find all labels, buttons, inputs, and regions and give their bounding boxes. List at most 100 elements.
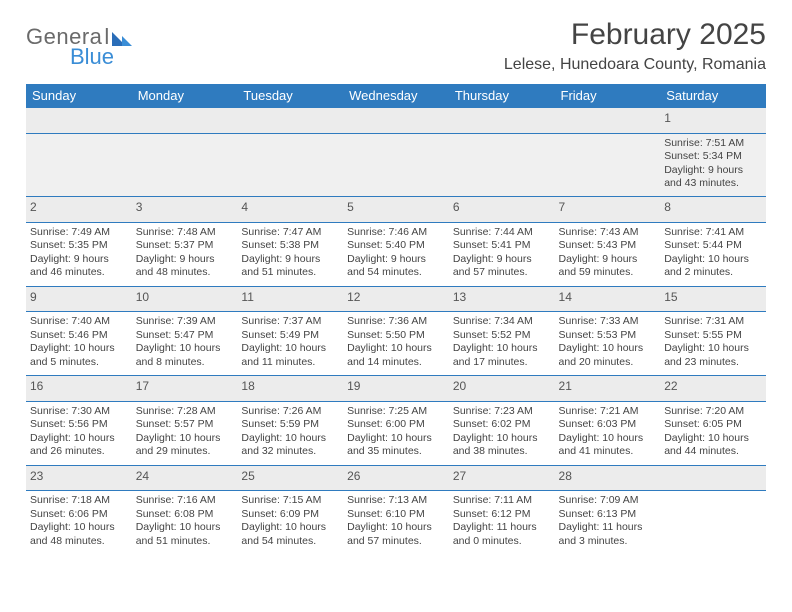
daylight-text: Daylight: 9 hours and 46 minutes. bbox=[30, 253, 128, 280]
day-details: Sunrise: 7:20 AMSunset: 6:05 PMDaylight:… bbox=[664, 405, 762, 459]
day-number-cell: 1 bbox=[660, 108, 766, 134]
sunset-text: Sunset: 5:52 PM bbox=[453, 329, 551, 342]
day-number-cell: 5 bbox=[343, 197, 449, 223]
day-cell: Sunrise: 7:51 AMSunset: 5:34 PMDaylight:… bbox=[660, 133, 766, 197]
day-details: Sunrise: 7:25 AMSunset: 6:00 PMDaylight:… bbox=[347, 405, 445, 459]
weekday-header: Monday bbox=[132, 84, 238, 108]
sunset-text: Sunset: 6:09 PM bbox=[241, 508, 339, 521]
day-number-cell bbox=[555, 108, 661, 134]
day-cell: Sunrise: 7:18 AMSunset: 6:06 PMDaylight:… bbox=[26, 491, 132, 554]
sunrise-text: Sunrise: 7:25 AM bbox=[347, 405, 445, 418]
day-cell bbox=[660, 491, 766, 554]
day-number-cell: 9 bbox=[26, 286, 132, 312]
sunrise-text: Sunrise: 7:33 AM bbox=[559, 315, 657, 328]
daylight-text: Daylight: 9 hours and 54 minutes. bbox=[347, 253, 445, 280]
day-number-cell: 25 bbox=[237, 465, 343, 491]
weekday-header: Thursday bbox=[449, 84, 555, 108]
day-details: Sunrise: 7:39 AMSunset: 5:47 PMDaylight:… bbox=[136, 315, 234, 369]
day-details: Sunrise: 7:48 AMSunset: 5:37 PMDaylight:… bbox=[136, 226, 234, 280]
daylight-text: Daylight: 10 hours and 57 minutes. bbox=[347, 521, 445, 548]
day-details: Sunrise: 7:44 AMSunset: 5:41 PMDaylight:… bbox=[453, 226, 551, 280]
day-number-cell: 4 bbox=[237, 197, 343, 223]
daylight-text: Daylight: 10 hours and 44 minutes. bbox=[664, 432, 762, 459]
day-cell bbox=[449, 133, 555, 197]
day-details: Sunrise: 7:16 AMSunset: 6:08 PMDaylight:… bbox=[136, 494, 234, 548]
sunrise-text: Sunrise: 7:46 AM bbox=[347, 226, 445, 239]
day-number: 3 bbox=[136, 200, 143, 214]
sunset-text: Sunset: 6:12 PM bbox=[453, 508, 551, 521]
day-details: Sunrise: 7:47 AMSunset: 5:38 PMDaylight:… bbox=[241, 226, 339, 280]
sunrise-text: Sunrise: 7:21 AM bbox=[559, 405, 657, 418]
day-number: 20 bbox=[453, 379, 466, 393]
sunrise-text: Sunrise: 7:16 AM bbox=[136, 494, 234, 507]
sunset-text: Sunset: 5:49 PM bbox=[241, 329, 339, 342]
sunrise-text: Sunrise: 7:48 AM bbox=[136, 226, 234, 239]
day-cell: Sunrise: 7:13 AMSunset: 6:10 PMDaylight:… bbox=[343, 491, 449, 554]
day-number-cell: 8 bbox=[660, 197, 766, 223]
daylight-text: Daylight: 10 hours and 48 minutes. bbox=[30, 521, 128, 548]
day-cell: Sunrise: 7:09 AMSunset: 6:13 PMDaylight:… bbox=[555, 491, 661, 554]
day-number-cell bbox=[26, 108, 132, 134]
sunset-text: Sunset: 5:55 PM bbox=[664, 329, 762, 342]
day-cell bbox=[26, 133, 132, 197]
day-number: 24 bbox=[136, 469, 149, 483]
day-number-cell bbox=[343, 108, 449, 134]
day-number-cell: 19 bbox=[343, 376, 449, 402]
daylight-text: Daylight: 10 hours and 20 minutes. bbox=[559, 342, 657, 369]
day-number-cell bbox=[132, 108, 238, 134]
day-number-cell: 12 bbox=[343, 286, 449, 312]
day-number-cell: 22 bbox=[660, 376, 766, 402]
day-cell bbox=[343, 133, 449, 197]
sunrise-text: Sunrise: 7:28 AM bbox=[136, 405, 234, 418]
day-cell: Sunrise: 7:34 AMSunset: 5:52 PMDaylight:… bbox=[449, 312, 555, 376]
day-number: 10 bbox=[136, 290, 149, 304]
sunset-text: Sunset: 6:02 PM bbox=[453, 418, 551, 431]
day-details: Sunrise: 7:43 AMSunset: 5:43 PMDaylight:… bbox=[559, 226, 657, 280]
sunrise-text: Sunrise: 7:09 AM bbox=[559, 494, 657, 507]
sunrise-text: Sunrise: 7:20 AM bbox=[664, 405, 762, 418]
daylight-text: Daylight: 11 hours and 0 minutes. bbox=[453, 521, 551, 548]
day-details: Sunrise: 7:34 AMSunset: 5:52 PMDaylight:… bbox=[453, 315, 551, 369]
weekday-header: Wednesday bbox=[343, 84, 449, 108]
day-number-cell: 26 bbox=[343, 465, 449, 491]
day-number: 18 bbox=[241, 379, 254, 393]
sunset-text: Sunset: 6:00 PM bbox=[347, 418, 445, 431]
day-details: Sunrise: 7:33 AMSunset: 5:53 PMDaylight:… bbox=[559, 315, 657, 369]
day-cell: Sunrise: 7:26 AMSunset: 5:59 PMDaylight:… bbox=[237, 401, 343, 465]
sunrise-text: Sunrise: 7:18 AM bbox=[30, 494, 128, 507]
day-number-cell: 28 bbox=[555, 465, 661, 491]
daylight-text: Daylight: 10 hours and 32 minutes. bbox=[241, 432, 339, 459]
calendar-table: Sunday Monday Tuesday Wednesday Thursday… bbox=[26, 84, 766, 554]
day-cell: Sunrise: 7:30 AMSunset: 5:56 PMDaylight:… bbox=[26, 401, 132, 465]
day-number-cell: 18 bbox=[237, 376, 343, 402]
sunrise-text: Sunrise: 7:37 AM bbox=[241, 315, 339, 328]
sunset-text: Sunset: 5:59 PM bbox=[241, 418, 339, 431]
daylight-text: Daylight: 9 hours and 57 minutes. bbox=[453, 253, 551, 280]
day-details: Sunrise: 7:49 AMSunset: 5:35 PMDaylight:… bbox=[30, 226, 128, 280]
day-cell: Sunrise: 7:39 AMSunset: 5:47 PMDaylight:… bbox=[132, 312, 238, 376]
sunset-text: Sunset: 6:05 PM bbox=[664, 418, 762, 431]
location-label: Lelese, Hunedoara County, Romania bbox=[504, 56, 766, 74]
sunset-text: Sunset: 5:57 PM bbox=[136, 418, 234, 431]
day-number-cell: 27 bbox=[449, 465, 555, 491]
day-number-cell: 16 bbox=[26, 376, 132, 402]
day-number-cell: 6 bbox=[449, 197, 555, 223]
day-cell bbox=[132, 133, 238, 197]
calendar-head: Sunday Monday Tuesday Wednesday Thursday… bbox=[26, 84, 766, 108]
day-number: 6 bbox=[453, 200, 460, 214]
day-details: Sunrise: 7:41 AMSunset: 5:44 PMDaylight:… bbox=[664, 226, 762, 280]
sunset-text: Sunset: 6:03 PM bbox=[559, 418, 657, 431]
daylight-text: Daylight: 10 hours and 41 minutes. bbox=[559, 432, 657, 459]
calendar-body: 1Sunrise: 7:51 AMSunset: 5:34 PMDaylight… bbox=[26, 108, 766, 554]
day-number: 26 bbox=[347, 469, 360, 483]
day-details: Sunrise: 7:18 AMSunset: 6:06 PMDaylight:… bbox=[30, 494, 128, 548]
brand-line2: Blue bbox=[70, 44, 133, 70]
day-number-cell: 21 bbox=[555, 376, 661, 402]
daylight-text: Daylight: 10 hours and 2 minutes. bbox=[664, 253, 762, 280]
day-number: 19 bbox=[347, 379, 360, 393]
day-number-cell: 15 bbox=[660, 286, 766, 312]
day-number: 12 bbox=[347, 290, 360, 304]
day-number: 17 bbox=[136, 379, 149, 393]
day-number: 15 bbox=[664, 290, 677, 304]
sunset-text: Sunset: 6:06 PM bbox=[30, 508, 128, 521]
